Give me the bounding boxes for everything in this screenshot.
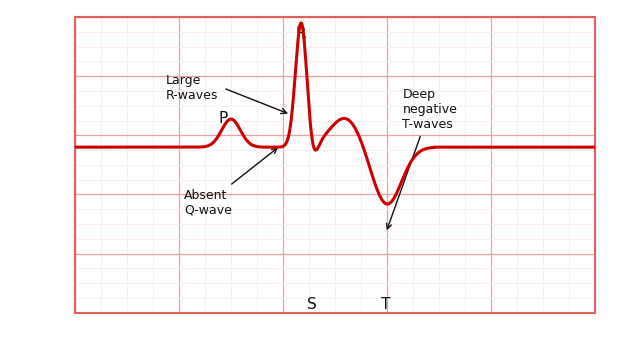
Text: R: R <box>296 26 307 41</box>
Text: S: S <box>307 296 316 311</box>
Text: Absent
Q-wave: Absent Q-wave <box>184 148 277 217</box>
Text: P: P <box>218 112 228 126</box>
Text: T: T <box>381 296 391 311</box>
Text: Deep
negative
T-waves: Deep negative T-waves <box>387 88 458 229</box>
Text: Large
R-waves: Large R-waves <box>166 74 218 102</box>
